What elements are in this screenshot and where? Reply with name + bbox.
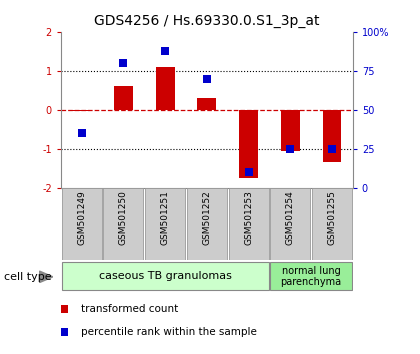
- Text: GSM501250: GSM501250: [119, 190, 128, 245]
- Bar: [145, 188, 185, 260]
- Text: GSM501254: GSM501254: [286, 190, 295, 245]
- Text: caseous TB granulomas: caseous TB granulomas: [99, 272, 231, 281]
- Text: GSM501251: GSM501251: [161, 190, 170, 245]
- Bar: [72, 110, 91, 111]
- Bar: [62, 262, 268, 291]
- Bar: [187, 188, 227, 260]
- Bar: [270, 188, 310, 260]
- Polygon shape: [39, 271, 53, 282]
- Bar: [239, 110, 258, 178]
- Text: cell type: cell type: [4, 272, 52, 282]
- Text: GSM501255: GSM501255: [328, 190, 336, 245]
- Bar: [114, 86, 133, 110]
- Bar: [323, 110, 341, 162]
- Text: GSM501253: GSM501253: [244, 190, 253, 245]
- Bar: [156, 67, 175, 110]
- Title: GDS4256 / Hs.69330.0.S1_3p_at: GDS4256 / Hs.69330.0.S1_3p_at: [94, 14, 320, 28]
- Text: GSM501252: GSM501252: [202, 190, 211, 245]
- Text: normal lung
parenchyma: normal lung parenchyma: [281, 266, 341, 287]
- Text: percentile rank within the sample: percentile rank within the sample: [81, 327, 257, 337]
- Bar: [312, 188, 352, 260]
- Bar: [228, 188, 268, 260]
- Text: GSM501249: GSM501249: [77, 190, 86, 245]
- Bar: [270, 262, 352, 291]
- Bar: [62, 188, 102, 260]
- Bar: [281, 110, 299, 151]
- Bar: [197, 98, 216, 110]
- Text: transformed count: transformed count: [81, 304, 178, 314]
- Bar: [103, 188, 144, 260]
